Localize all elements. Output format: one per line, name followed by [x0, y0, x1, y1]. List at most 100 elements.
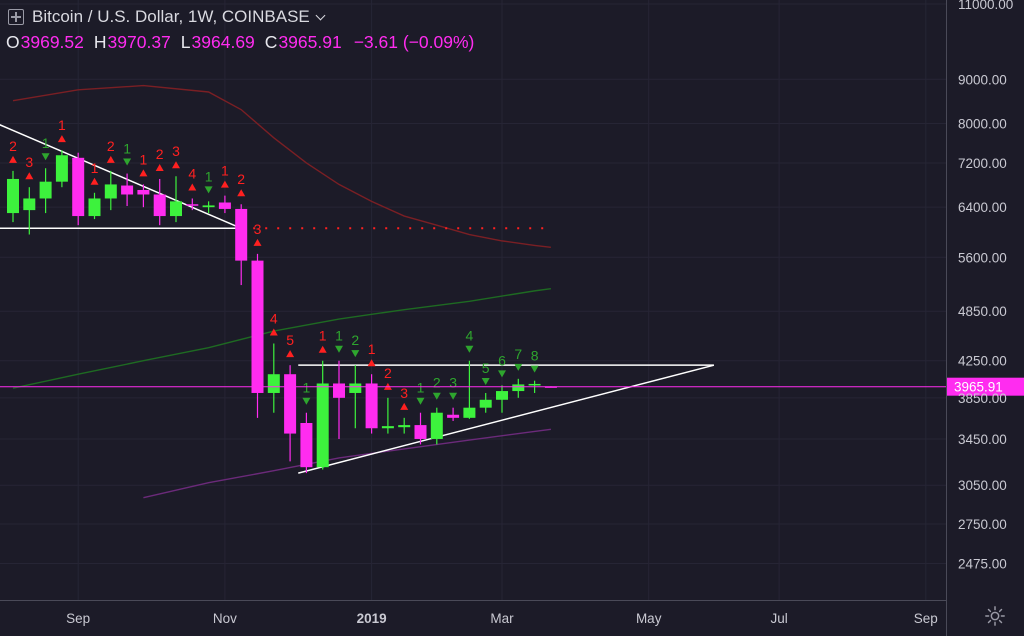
candle-body	[430, 412, 443, 439]
candle	[267, 343, 280, 413]
candle-body	[235, 208, 248, 261]
td-count-label: 6	[498, 352, 506, 368]
price-tick-label: 2750.00	[958, 517, 1007, 532]
td-count-label: 4	[466, 328, 474, 344]
close-value: 3965.91	[278, 31, 342, 52]
td-arrow-down	[514, 363, 523, 371]
price-tick-label: 3450.00	[958, 432, 1007, 447]
price-tick-label: 4850.00	[958, 304, 1007, 319]
candle	[447, 407, 460, 421]
price-badge-label: 3965.91	[954, 380, 1003, 395]
price-tick-label: 3850.00	[958, 391, 1007, 406]
td-count-label: 2	[107, 138, 115, 154]
time-tick-label: Sep	[914, 611, 938, 626]
td-count-label: 5	[482, 360, 490, 376]
candle-body	[104, 184, 117, 199]
price-axis: 11000.00 9000.00 8000.00 7200.00 6400.00 5600…	[958, 0, 1013, 572]
candle-body	[284, 374, 297, 434]
candle-body	[463, 407, 476, 418]
high-value: 3970.37	[107, 31, 171, 52]
td-arrow-up	[172, 161, 180, 169]
open-value: 3969.52	[20, 31, 84, 52]
candle	[170, 176, 182, 223]
td-arrow-up	[253, 238, 262, 246]
td-count-label: 4	[270, 310, 278, 326]
candle	[72, 152, 85, 226]
candle-body	[251, 260, 264, 393]
moving-averages	[12, 84, 551, 499]
candle	[479, 392, 492, 413]
candle	[121, 173, 134, 206]
candle	[202, 201, 215, 214]
td-count-label: 3	[172, 143, 180, 159]
candle-body	[55, 155, 68, 182]
candle-body	[72, 157, 85, 217]
gear-icon[interactable]	[984, 605, 1006, 627]
candle-body	[333, 383, 345, 398]
candle	[55, 150, 68, 188]
td-arrow-up	[90, 177, 99, 185]
td-count-label: 2	[433, 375, 441, 391]
td-arrow-down	[432, 392, 441, 400]
td-arrow-up	[318, 345, 327, 353]
time-tick-label: Sep	[66, 611, 90, 626]
candle-body	[349, 383, 362, 393]
td-arrow-up	[237, 189, 246, 197]
grid	[0, 0, 946, 600]
td-arrow-up	[188, 183, 197, 191]
change-value: −3.61 (−0.09%)	[353, 31, 475, 52]
candle	[23, 187, 36, 235]
price-tick-label: 11000.00	[958, 0, 1013, 12]
chevron-down-icon[interactable]	[315, 10, 326, 20]
candle-body	[137, 189, 150, 195]
plus-icon[interactable]	[8, 9, 24, 25]
time-tick-label: May	[636, 611, 662, 626]
price-tick-label: 9000.00	[958, 72, 1007, 87]
candle-body	[170, 201, 182, 217]
td-arrow-up	[139, 169, 148, 177]
price-badge	[946, 377, 1024, 396]
symbol-title[interactable]: Bitcoin / U.S. Dollar, 1W, COINBASE	[32, 7, 310, 26]
candle-body	[121, 185, 134, 195]
candle-body	[447, 414, 460, 418]
price-tick-label: 3050.00	[958, 478, 1007, 493]
trendline	[0, 124, 242, 229]
candle-body	[300, 423, 313, 468]
candle	[235, 204, 248, 286]
price-tick-label: 2475.00	[958, 557, 1007, 572]
candle	[365, 374, 378, 434]
candle	[430, 407, 443, 445]
candle	[414, 412, 427, 445]
candle-body	[316, 383, 329, 468]
candle	[88, 192, 101, 220]
candle	[137, 184, 150, 208]
td-count-label: 3	[25, 154, 33, 170]
time-axis: Sep Nov 2019 Mar May Jul Sep	[66, 611, 938, 626]
candle	[349, 365, 362, 429]
td-count-label: 1	[123, 141, 131, 157]
candle-body	[186, 204, 199, 206]
td-arrow-up	[400, 402, 409, 410]
td-arrow-down	[123, 158, 132, 166]
td-count-label: 3	[400, 385, 408, 401]
price-tick-label: 8000.00	[958, 116, 1007, 131]
td-arrow-down	[416, 397, 425, 405]
low-value: 3964.69	[191, 31, 255, 52]
td-count-label: 8	[531, 348, 539, 364]
td-arrow-down	[335, 345, 343, 353]
last-price-line: 3965.91	[0, 377, 1024, 396]
candle	[39, 168, 52, 214]
td-arrow-up	[269, 328, 278, 336]
td-arrow-down	[498, 370, 506, 378]
candle	[7, 170, 19, 223]
candle	[284, 365, 297, 462]
ma-green-line	[12, 287, 551, 389]
high-key: H	[93, 31, 107, 52]
candle	[463, 360, 476, 419]
td-arrow-up	[9, 155, 17, 163]
candle-body	[218, 202, 231, 209]
td-count-label: 2	[384, 365, 392, 381]
td-arrow-down	[530, 365, 539, 373]
candle	[512, 378, 525, 398]
